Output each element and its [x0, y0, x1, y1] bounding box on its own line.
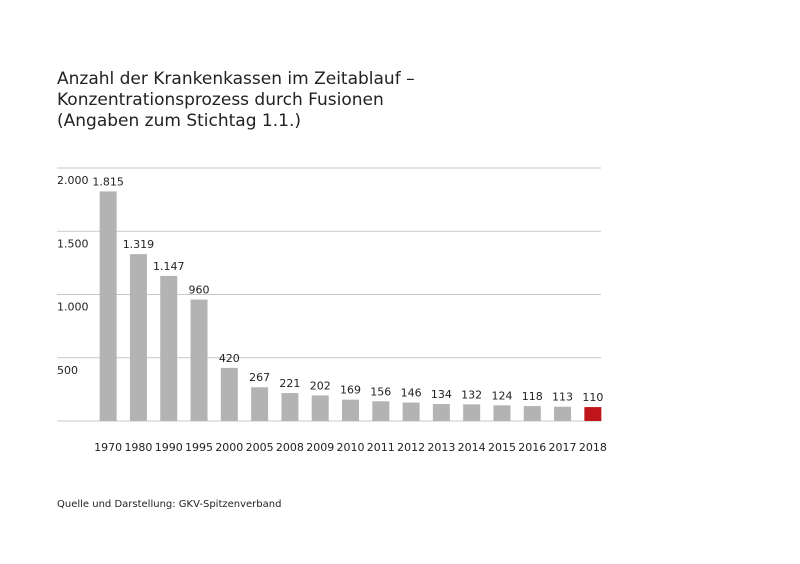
- x-tick-label: 2015: [488, 441, 516, 454]
- x-tick-label: 1980: [124, 441, 152, 454]
- value-label: 146: [401, 387, 422, 400]
- value-label: 113: [552, 391, 573, 404]
- bar: [342, 399, 359, 421]
- y-tick-label: 1.500: [57, 237, 89, 250]
- bar: [190, 299, 208, 421]
- bar: [281, 393, 299, 421]
- y-tick-label: 500: [57, 364, 78, 377]
- x-tick-label: 2018: [579, 441, 607, 454]
- x-tick-label: 2010: [337, 441, 365, 454]
- x-tick-label: 2016: [518, 441, 546, 454]
- x-tick-label: 2014: [458, 441, 486, 454]
- value-label: 1.319: [123, 238, 155, 251]
- x-tick-label: 2012: [397, 441, 425, 454]
- value-label: 132: [461, 388, 482, 401]
- y-tick-label: 1.000: [57, 301, 89, 314]
- x-tick-label: 2013: [427, 441, 455, 454]
- bar: [584, 407, 602, 421]
- bar: [129, 254, 147, 421]
- bar: [523, 406, 541, 421]
- x-tick-label: 1990: [155, 441, 183, 454]
- x-tick-label: 2009: [306, 441, 334, 454]
- value-label: 202: [310, 379, 331, 392]
- chart-title: Anzahl der Krankenkassen im Zeitablauf –: [57, 69, 415, 89]
- value-label: 960: [189, 284, 210, 297]
- bar: [402, 402, 420, 421]
- y-tick-label: 2.000: [57, 174, 89, 187]
- value-label: 267: [249, 371, 270, 384]
- bar: [432, 404, 450, 421]
- value-label: 1.815: [92, 175, 124, 188]
- bar: [372, 401, 390, 421]
- x-tick-label: 2005: [246, 441, 274, 454]
- bar: [160, 275, 178, 421]
- bar: [251, 387, 269, 421]
- chart-title: (Angaben zum Stichtag 1.1.): [57, 111, 301, 131]
- x-tick-label: 2017: [549, 441, 577, 454]
- x-tick-label: 1995: [185, 441, 213, 454]
- bar: [463, 404, 481, 421]
- bar: [99, 191, 117, 421]
- value-label: 221: [279, 377, 300, 390]
- value-label: 420: [219, 352, 240, 365]
- value-label: 110: [582, 391, 603, 404]
- bar: [220, 367, 238, 421]
- value-label: 169: [340, 384, 361, 397]
- value-label: 124: [491, 389, 512, 402]
- chart-title: Konzentrationsprozess durch Fusionen: [57, 90, 384, 110]
- x-tick-label: 2008: [276, 441, 304, 454]
- x-tick-label: 2000: [215, 441, 243, 454]
- value-label: 1.147: [153, 260, 185, 273]
- bar: [554, 406, 572, 421]
- value-label: 134: [431, 388, 452, 401]
- source-note: Quelle und Darstellung: GKV-Spitzenverba…: [57, 499, 281, 510]
- bar: [493, 405, 511, 421]
- value-label: 156: [370, 385, 391, 398]
- bar: [311, 395, 329, 421]
- x-tick-label: 2011: [367, 441, 395, 454]
- value-label: 118: [522, 390, 543, 403]
- x-tick-label: 1970: [94, 441, 122, 454]
